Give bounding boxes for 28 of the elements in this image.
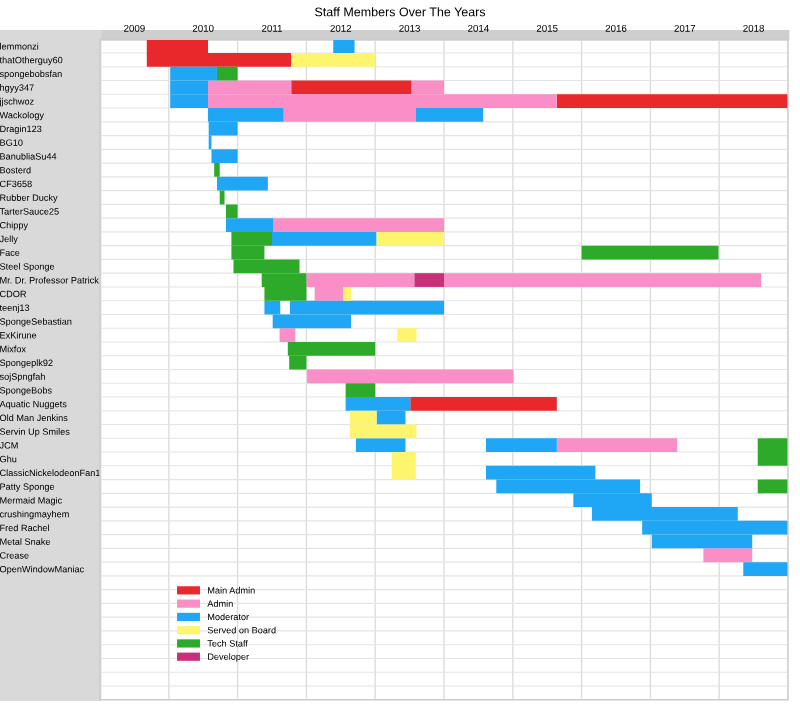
bar (343, 286, 352, 301)
bar (225, 204, 238, 219)
bar (211, 149, 238, 164)
bar (485, 438, 557, 453)
bar (216, 66, 238, 81)
bar (219, 190, 225, 205)
bar (376, 231, 444, 246)
bar (307, 369, 514, 384)
bar (355, 438, 406, 453)
bar (216, 176, 268, 191)
bar (397, 328, 417, 342)
bar (415, 108, 484, 122)
bar (273, 218, 444, 232)
bar (291, 80, 412, 95)
bar (581, 245, 719, 260)
bar (291, 53, 376, 67)
bar (414, 273, 444, 287)
bar (345, 383, 376, 398)
bar (556, 438, 678, 453)
bar (556, 94, 788, 109)
bar (444, 273, 762, 287)
bar (703, 548, 753, 563)
bar (214, 163, 220, 177)
bar (757, 479, 788, 494)
bar (410, 397, 557, 411)
bar (743, 562, 788, 576)
bar (333, 39, 355, 54)
bar (279, 328, 296, 342)
